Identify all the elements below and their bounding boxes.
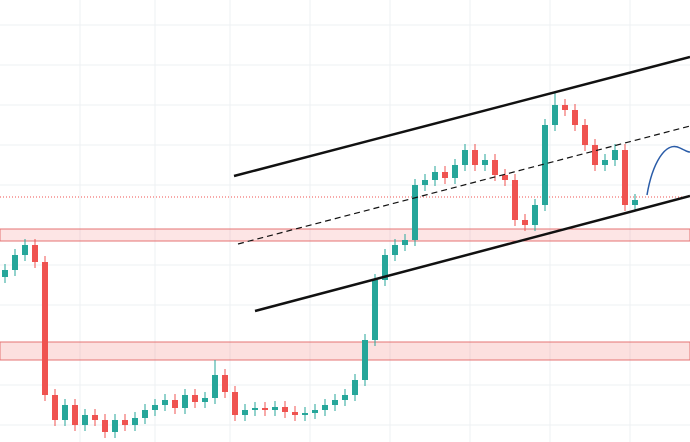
candle-body — [92, 415, 98, 420]
trend-line — [254, 194, 690, 313]
candle-body — [32, 245, 38, 262]
candle-body — [622, 150, 628, 205]
candle-body — [282, 407, 288, 412]
candle-body — [442, 172, 448, 178]
candle-body — [102, 420, 108, 432]
candle-body — [602, 160, 608, 165]
candle-body — [372, 280, 378, 340]
candle-body — [272, 407, 278, 410]
candle-body — [62, 405, 68, 420]
candle-body — [262, 408, 268, 410]
candle-body — [82, 415, 88, 425]
candle-body — [392, 245, 398, 255]
candles — [2, 92, 638, 438]
candle-body — [502, 175, 508, 180]
candle-body — [152, 405, 158, 410]
candle-body — [112, 420, 118, 432]
candle-body — [462, 150, 468, 165]
candle-body — [302, 413, 308, 415]
candle-body — [472, 150, 478, 165]
candle-body — [182, 395, 188, 408]
candle-body — [512, 180, 518, 220]
candle-body — [572, 110, 578, 125]
candle-body — [162, 400, 168, 405]
candle-body — [552, 105, 558, 125]
candle-body — [312, 410, 318, 413]
candle-body — [362, 340, 368, 380]
candle-body — [352, 380, 358, 395]
candle-body — [232, 392, 238, 415]
candle-body — [452, 165, 458, 178]
candle-body — [382, 255, 388, 280]
candle-body — [492, 160, 498, 175]
trend-line — [237, 125, 690, 245]
candle-body — [612, 150, 618, 160]
candle-body — [52, 395, 58, 420]
candle-body — [342, 395, 348, 400]
candle-body — [432, 172, 438, 180]
zone — [0, 341, 690, 361]
candle-body — [292, 412, 298, 415]
candle-body — [42, 262, 48, 395]
candle-body — [12, 255, 18, 270]
candle-body — [422, 180, 428, 185]
candle-body — [412, 185, 418, 240]
candle-body — [482, 160, 488, 165]
candle-body — [122, 420, 128, 425]
candle-body — [332, 400, 338, 405]
candle-body — [542, 125, 548, 205]
candle-body — [632, 200, 638, 205]
candle-body — [192, 395, 198, 402]
candle-body — [322, 405, 328, 410]
candle-body — [212, 375, 218, 398]
candle-body — [172, 400, 178, 408]
candle-body — [562, 105, 568, 110]
candle-body — [202, 398, 208, 402]
candle-body — [522, 220, 528, 225]
candle-body — [592, 145, 598, 165]
candle-body — [22, 245, 28, 255]
candle-body — [532, 205, 538, 225]
candle-body — [252, 408, 258, 410]
candle-body — [242, 410, 248, 415]
trend-line — [233, 55, 690, 178]
zone — [0, 228, 690, 242]
candle-body — [132, 418, 138, 425]
candle-body — [72, 405, 78, 425]
candle-body — [142, 410, 148, 418]
candle-body — [222, 375, 228, 392]
projection-curve — [646, 145, 690, 196]
candle-body — [402, 240, 408, 245]
candle-body — [2, 270, 8, 277]
candle-body — [582, 125, 588, 145]
